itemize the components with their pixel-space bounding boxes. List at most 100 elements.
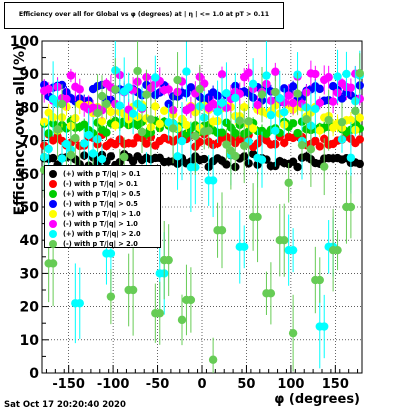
- data-point: [168, 124, 178, 133]
- data-point: [217, 226, 227, 235]
- legend-marker: [49, 240, 57, 248]
- data-point: [240, 141, 249, 150]
- x-tick-label: -50: [146, 377, 170, 392]
- data-point: [44, 144, 53, 154]
- data-point: [324, 73, 333, 82]
- legend-marker: [49, 210, 57, 218]
- data-point: [337, 94, 347, 103]
- data-point: [66, 150, 76, 160]
- data-point: [284, 178, 293, 188]
- data-point: [355, 113, 364, 123]
- data-point: [57, 154, 67, 163]
- legend-entry: (+) with p T/|q| > 1.0: [49, 209, 141, 219]
- x-tick-label: 0: [197, 377, 206, 392]
- data-point: [222, 88, 231, 98]
- data-point: [342, 69, 351, 79]
- legend-entry: (-) with p T/|q| > 0.1: [49, 179, 138, 189]
- data-point: [177, 315, 187, 325]
- data-point: [355, 159, 364, 169]
- data-point: [155, 309, 164, 318]
- legend-marker: [49, 190, 57, 198]
- data-point: [173, 152, 182, 161]
- legend-entry: (-) with p T/|q| > 1.0: [49, 219, 138, 229]
- data-point: [142, 139, 151, 148]
- data-point: [302, 115, 311, 124]
- legend-marker: [49, 200, 57, 208]
- data-point: [288, 82, 298, 91]
- y-tick-label: 60: [20, 167, 40, 183]
- y-tick-label: 40: [20, 233, 40, 249]
- x-tick-label: -150: [52, 377, 85, 392]
- y-tick-label: 10: [20, 333, 40, 349]
- data-point: [244, 68, 253, 77]
- y-tick-label: 30: [20, 266, 40, 282]
- data-point: [186, 103, 196, 112]
- data-point: [311, 104, 320, 114]
- data-point: [186, 295, 196, 305]
- data-point: [137, 103, 147, 112]
- data-point: [248, 79, 258, 89]
- data-point: [231, 129, 240, 138]
- data-point: [177, 136, 187, 146]
- data-point: [75, 299, 84, 308]
- data-point: [44, 84, 53, 94]
- data-point: [346, 202, 356, 212]
- data-point: [257, 90, 267, 99]
- data-point: [191, 131, 200, 141]
- legend-entry: (-) with p T/|q| > 0.5: [49, 199, 138, 209]
- y-tick-label: 100: [10, 34, 39, 50]
- data-point: [275, 94, 284, 103]
- data-point: [120, 152, 129, 162]
- data-point: [244, 117, 253, 126]
- data-point: [62, 139, 71, 149]
- data-point: [231, 93, 240, 103]
- data-point: [315, 126, 324, 135]
- data-point: [128, 139, 138, 148]
- data-point: [346, 153, 356, 162]
- data-point: [315, 98, 324, 108]
- legend-entry: (+) with p T/|q| > 0.1: [49, 169, 141, 179]
- y-tick-label: 90: [20, 67, 40, 83]
- data-point: [315, 84, 324, 94]
- data-point: [213, 139, 222, 148]
- y-tick-label: 20: [20, 300, 40, 316]
- data-point: [48, 259, 58, 268]
- y-axis-label: Efficiency over all (%): [12, 44, 28, 216]
- data-point: [115, 101, 124, 110]
- data-point: [288, 98, 298, 108]
- data-point: [195, 137, 204, 147]
- data-point: [80, 139, 89, 148]
- legend: (+) with p T/|q| > 0.1 (-) with p T/|q| >…: [44, 165, 161, 248]
- data-point: [160, 106, 169, 115]
- data-point: [297, 140, 307, 150]
- data-point: [337, 117, 347, 127]
- data-point: [346, 83, 356, 92]
- data-point: [253, 100, 262, 110]
- x-tick-label: 50: [237, 377, 255, 392]
- data-point: [293, 162, 302, 172]
- x-tick-label: -100: [97, 377, 130, 392]
- data-point: [106, 107, 116, 117]
- legend-label: (+) with p T/|q| > 2.0: [63, 230, 141, 238]
- data-point: [102, 128, 111, 137]
- data-point: [306, 144, 316, 154]
- data-point: [217, 98, 227, 108]
- data-point: [93, 108, 102, 118]
- chart-title: Efficiency over all for Global vs φ (deg…: [18, 11, 270, 18]
- data-point: [253, 212, 262, 222]
- data-point: [71, 133, 80, 143]
- chart-title-box: Efficiency over all for Global vs φ (deg…: [4, 2, 284, 29]
- data-point: [293, 128, 302, 138]
- data-point: [164, 99, 173, 109]
- data-point: [355, 68, 364, 78]
- data-point: [111, 85, 120, 94]
- data-point: [137, 127, 147, 137]
- data-point: [164, 255, 173, 265]
- data-point: [288, 245, 298, 255]
- data-point: [142, 90, 151, 99]
- x-tick-label: 100: [277, 377, 304, 392]
- data-point: [204, 126, 213, 136]
- legend-label: (-) with p T/|q| > 0.1: [63, 180, 138, 188]
- data-point: [102, 99, 111, 109]
- data-point: [40, 117, 49, 127]
